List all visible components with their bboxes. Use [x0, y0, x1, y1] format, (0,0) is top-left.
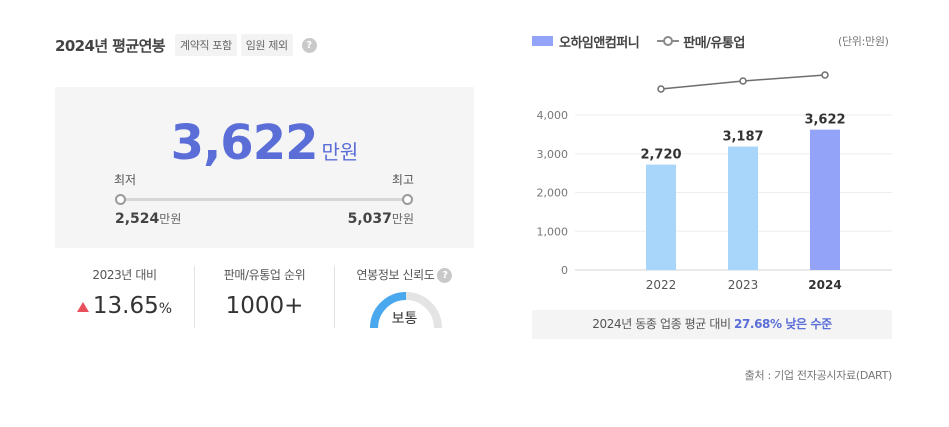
- average-salary: 3,622 만원: [55, 115, 474, 171]
- help-icon[interactable]: ?: [301, 37, 317, 53]
- yoy-stat: 2023년 대비 13.65%: [55, 266, 194, 328]
- salary-header: 2024년 평균연봉 계약직 포함 임원 제외 ?: [55, 34, 317, 56]
- min-salary-value: 2,524: [115, 211, 160, 227]
- reliability-value: 보통: [391, 311, 418, 327]
- y-tick-label: 2,000: [537, 187, 569, 200]
- industry-point: [821, 71, 829, 79]
- page-title: 2024년 평균연봉: [55, 36, 166, 55]
- max-label: 최고: [391, 173, 414, 187]
- yoy-percent-sign: %: [158, 301, 173, 317]
- yoy-label: 2023년 대비: [92, 268, 157, 282]
- data-label: 2,720: [640, 148, 681, 163]
- bar: [728, 146, 758, 270]
- y-tick-label: 1,000: [537, 225, 569, 238]
- rank-label: 판매/유통업 순위: [223, 268, 306, 282]
- x-tick-label: 2022: [646, 278, 677, 292]
- salary-summary-box: 3,622 만원 최저 최고 2,524만원 5,037만원: [55, 87, 474, 248]
- rank-value: 1000+: [225, 293, 304, 319]
- legend-line-swatch: [657, 36, 680, 46]
- tag-executive-excluded: 임원 제외: [240, 34, 293, 56]
- max-salary: 5,037만원: [348, 210, 414, 227]
- min-salary-unit: 만원: [159, 212, 182, 226]
- x-tick-label: 2024: [808, 278, 841, 292]
- salary-chart: 0 1,000 2,000 3,000 4,000 2,720 2022 3,187 2023 3…: [537, 71, 892, 292]
- unit-note: (단위:만원): [838, 35, 889, 48]
- yoy-value: 13.65%: [55, 293, 194, 319]
- comparison-highlight: 27.68% 낮은 수준: [734, 317, 832, 331]
- gauge-fill: [370, 292, 407, 329]
- y-tick-label: 3,000: [537, 148, 569, 161]
- industry-rank-stat: 판매/유통업 순위 1000+: [194, 266, 334, 328]
- max-salary-value: 5,037: [347, 211, 392, 227]
- reliability-label: 연봉정보 신뢰도: [356, 268, 435, 282]
- x-tick-label: 2023: [728, 278, 759, 292]
- average-salary-unit: 만원: [321, 140, 359, 164]
- min-salary: 2,524만원: [115, 210, 181, 227]
- reliability-stat: 연봉정보 신뢰도? 보통: [334, 266, 474, 329]
- reliability-header: 연봉정보 신뢰도?: [335, 266, 474, 283]
- y-tick-label: 0: [561, 264, 568, 277]
- salary-stats: 2023년 대비 13.65% 판매/유통업 순위 1000+ 연봉정보 신뢰도…: [55, 266, 474, 329]
- up-arrow-icon: [76, 301, 89, 312]
- comparison-note: 2024년 동종 업종 평균 대비 27.68% 낮은 수준: [532, 310, 892, 339]
- data-label: 3,622: [804, 113, 845, 128]
- reliability-gauge: [370, 292, 442, 329]
- bar: [646, 164, 676, 270]
- legend-bar-swatch: [532, 36, 553, 46]
- legend-company: 오하임앤컴퍼니: [559, 35, 640, 51]
- industry-point: [739, 77, 747, 85]
- data-source: 출처 : 기업 전자공시자료(DART): [744, 369, 893, 382]
- industry-point: [657, 85, 665, 93]
- comparison-prefix: 2024년 동종 업종 평균 대비: [592, 317, 731, 331]
- legend-industry: 판매/유통업: [683, 35, 745, 51]
- help-icon[interactable]: ?: [437, 268, 453, 283]
- chart-legend: 오하임앤컴퍼니 판매/유통업: [532, 32, 745, 51]
- salary-range-track: [120, 198, 408, 201]
- max-salary-unit: 만원: [391, 212, 414, 226]
- average-salary-value: 3,622: [170, 115, 319, 171]
- min-label: 최저: [114, 173, 137, 187]
- yoy-number: 13.65: [92, 293, 159, 319]
- bar: [810, 129, 840, 270]
- data-label: 3,187: [722, 130, 763, 145]
- tag-contract-included: 계약직 포함: [174, 34, 237, 56]
- max-marker: [402, 194, 413, 205]
- y-tick-label: 4,000: [537, 109, 569, 122]
- min-marker: [115, 194, 126, 205]
